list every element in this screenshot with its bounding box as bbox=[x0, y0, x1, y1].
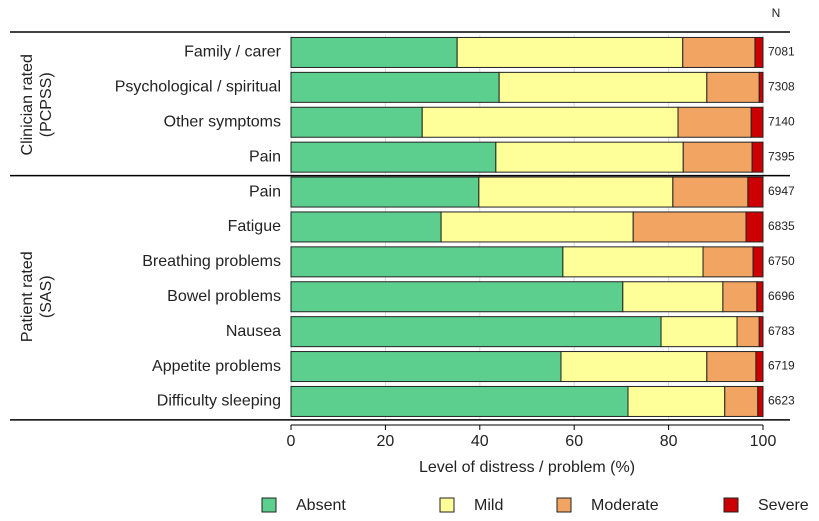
category-label: Psychological / spiritual bbox=[115, 79, 281, 96]
legend-label: Severe bbox=[758, 497, 809, 514]
n-label: 7081 bbox=[768, 45, 795, 59]
bar-segment bbox=[290, 246, 564, 278]
n-label: 6719 bbox=[768, 359, 795, 373]
x-tick-label: 40 bbox=[471, 433, 489, 450]
bar-segment bbox=[290, 71, 500, 103]
category-label: Nausea bbox=[226, 323, 281, 340]
bar-segment bbox=[724, 385, 759, 417]
bar-segment bbox=[682, 36, 756, 68]
n-label: 6696 bbox=[768, 289, 795, 303]
bar-segment bbox=[747, 176, 764, 208]
x-axis-label: Level of distress / problem (%) bbox=[419, 459, 635, 476]
bar-segment bbox=[757, 385, 764, 417]
category-label: Difficulty sleeping bbox=[157, 393, 281, 410]
bar-segment bbox=[706, 71, 760, 103]
bar-segment bbox=[440, 211, 634, 243]
bar-segment bbox=[290, 141, 497, 173]
bar-segment bbox=[677, 106, 752, 138]
bar-segment bbox=[706, 351, 757, 383]
bar-segment bbox=[752, 246, 764, 278]
bar-segment bbox=[498, 71, 708, 103]
bar-segment bbox=[660, 316, 738, 348]
category-label: Pain bbox=[249, 148, 281, 165]
n-label: 6947 bbox=[768, 184, 795, 198]
bar-segment bbox=[702, 246, 754, 278]
group-label: Clinician rated bbox=[19, 54, 36, 155]
n-label: 6783 bbox=[768, 324, 795, 338]
bar-segment bbox=[736, 316, 760, 348]
bar-segment bbox=[478, 176, 674, 208]
x-tick-label: 100 bbox=[750, 433, 777, 450]
group-label: Patient rated bbox=[19, 251, 36, 342]
bar-segment bbox=[622, 281, 724, 313]
bar-segment bbox=[421, 106, 679, 138]
category-label: Other symptoms bbox=[164, 113, 281, 130]
bar-segment bbox=[750, 106, 764, 138]
category-label: Fatigue bbox=[228, 218, 281, 235]
bar-segment bbox=[722, 281, 758, 313]
category-label: Bowel problems bbox=[167, 288, 281, 305]
bar-segment bbox=[290, 281, 624, 313]
category-label: Breathing problems bbox=[142, 253, 281, 270]
n-label: 6623 bbox=[768, 394, 795, 408]
bar-segment bbox=[495, 141, 684, 173]
legend-label: Moderate bbox=[591, 497, 659, 514]
bar-segment bbox=[682, 141, 753, 173]
bar-segment bbox=[290, 176, 480, 208]
x-tick-label: 60 bbox=[565, 433, 583, 450]
bar-segment bbox=[745, 211, 764, 243]
bar-segment bbox=[290, 211, 442, 243]
legend-swatch bbox=[723, 497, 739, 513]
legend-swatch bbox=[439, 497, 455, 513]
category-label: Appetite problems bbox=[152, 358, 281, 375]
category-label: Family / carer bbox=[184, 44, 282, 61]
x-tick-label: 20 bbox=[377, 433, 395, 450]
x-tick-label: 0 bbox=[287, 433, 296, 450]
bar-segment bbox=[632, 211, 747, 243]
bar-segment bbox=[290, 106, 423, 138]
legend-swatch bbox=[556, 497, 572, 513]
x-tick-label: 80 bbox=[660, 433, 678, 450]
bar-segment bbox=[758, 316, 764, 348]
bar-segment bbox=[758, 71, 764, 103]
legend-label: Mild bbox=[474, 497, 503, 514]
bar-segment bbox=[290, 316, 662, 348]
bar-segment bbox=[560, 351, 708, 383]
bar-segment bbox=[562, 246, 704, 278]
n-header: N bbox=[772, 6, 781, 20]
bar-segment bbox=[290, 36, 458, 68]
legend-swatch bbox=[261, 497, 277, 513]
n-label: 7395 bbox=[768, 149, 795, 163]
n-label: 7308 bbox=[768, 80, 795, 94]
bar-segment bbox=[627, 385, 726, 417]
bar-segment bbox=[672, 176, 749, 208]
legend-label: Absent bbox=[296, 497, 346, 514]
category-label: Pain bbox=[249, 183, 281, 200]
bar-segment bbox=[290, 351, 562, 383]
bar-segment bbox=[751, 141, 764, 173]
n-label: 7140 bbox=[768, 114, 795, 128]
n-label: 6835 bbox=[768, 219, 795, 233]
bar-segment bbox=[290, 385, 629, 417]
bar-segment bbox=[754, 36, 764, 68]
group-label: (SAS) bbox=[38, 275, 55, 318]
bar-segment bbox=[456, 36, 684, 68]
bar-segment bbox=[755, 351, 764, 383]
bar-segment bbox=[756, 281, 764, 313]
n-label: 6750 bbox=[768, 254, 795, 268]
group-label: (PCPSS) bbox=[38, 72, 55, 137]
